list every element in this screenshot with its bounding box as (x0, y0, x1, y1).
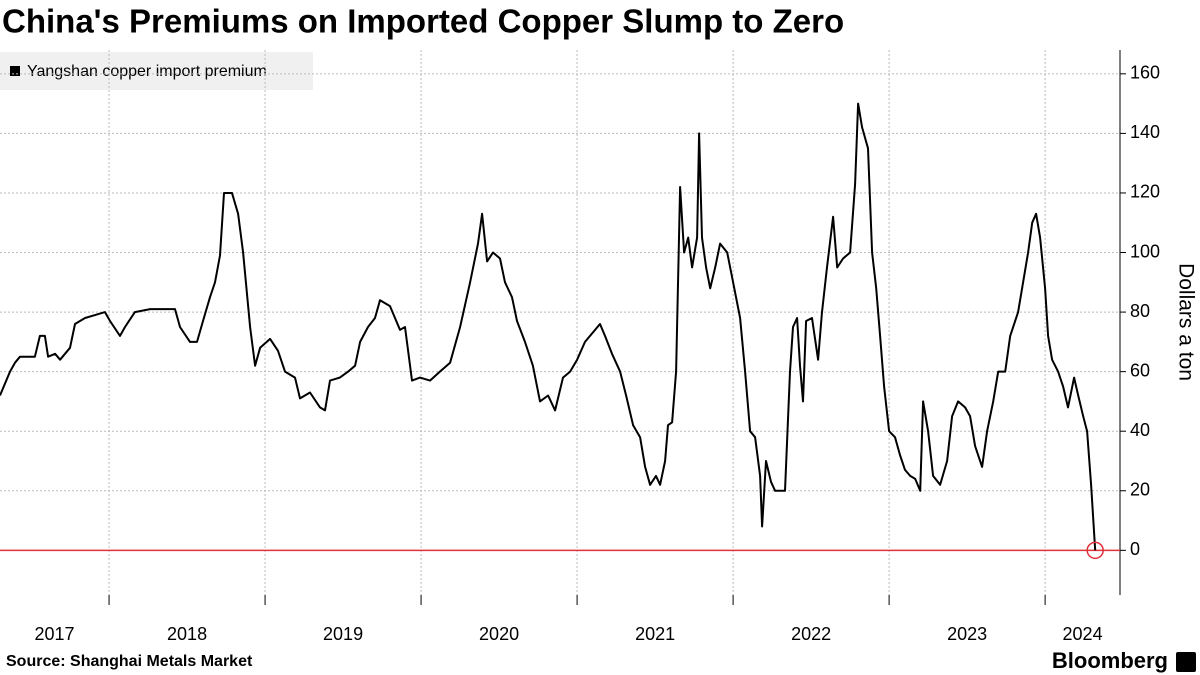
y-tick-label: 140 (1130, 122, 1160, 142)
x-tick-label: 2023 (947, 624, 987, 644)
y-tick-label: 20 (1130, 480, 1150, 500)
y-tick-label: 160 (1130, 63, 1160, 83)
legend-swatch (10, 66, 20, 76)
x-tick-label: 2020 (479, 624, 519, 644)
legend-label: Yangshan copper import premium (27, 63, 267, 80)
y-tick-label: 120 (1130, 182, 1160, 202)
line (0, 102, 1097, 551)
x-tick-label: 2021 (635, 624, 675, 644)
x-tick-label: 2018 (167, 624, 207, 644)
logo-icon (1176, 652, 1196, 672)
x-tick-label: 2024 (1063, 624, 1103, 644)
x-tick-label: 2019 (323, 624, 363, 644)
x-tick-label: 2017 (35, 624, 75, 644)
legend-box (0, 52, 313, 90)
y-tick-label: 60 (1130, 360, 1150, 380)
y-tick-label: 100 (1130, 241, 1160, 261)
y-axis-label: Dollars a ton (1174, 263, 1197, 381)
x-tick-label: 2022 (791, 624, 831, 644)
y-tick-label: 80 (1130, 301, 1150, 321)
y-tick-label: 40 (1130, 420, 1150, 440)
logo: Bloomberg (1052, 648, 1168, 673)
chart-title: China's Premiums on Imported Copper Slum… (2, 3, 844, 40)
source: Source: Shanghai Metals Market (6, 653, 253, 670)
end-marker (1086, 541, 1104, 560)
y-tick-label: 0 (1130, 539, 1140, 559)
